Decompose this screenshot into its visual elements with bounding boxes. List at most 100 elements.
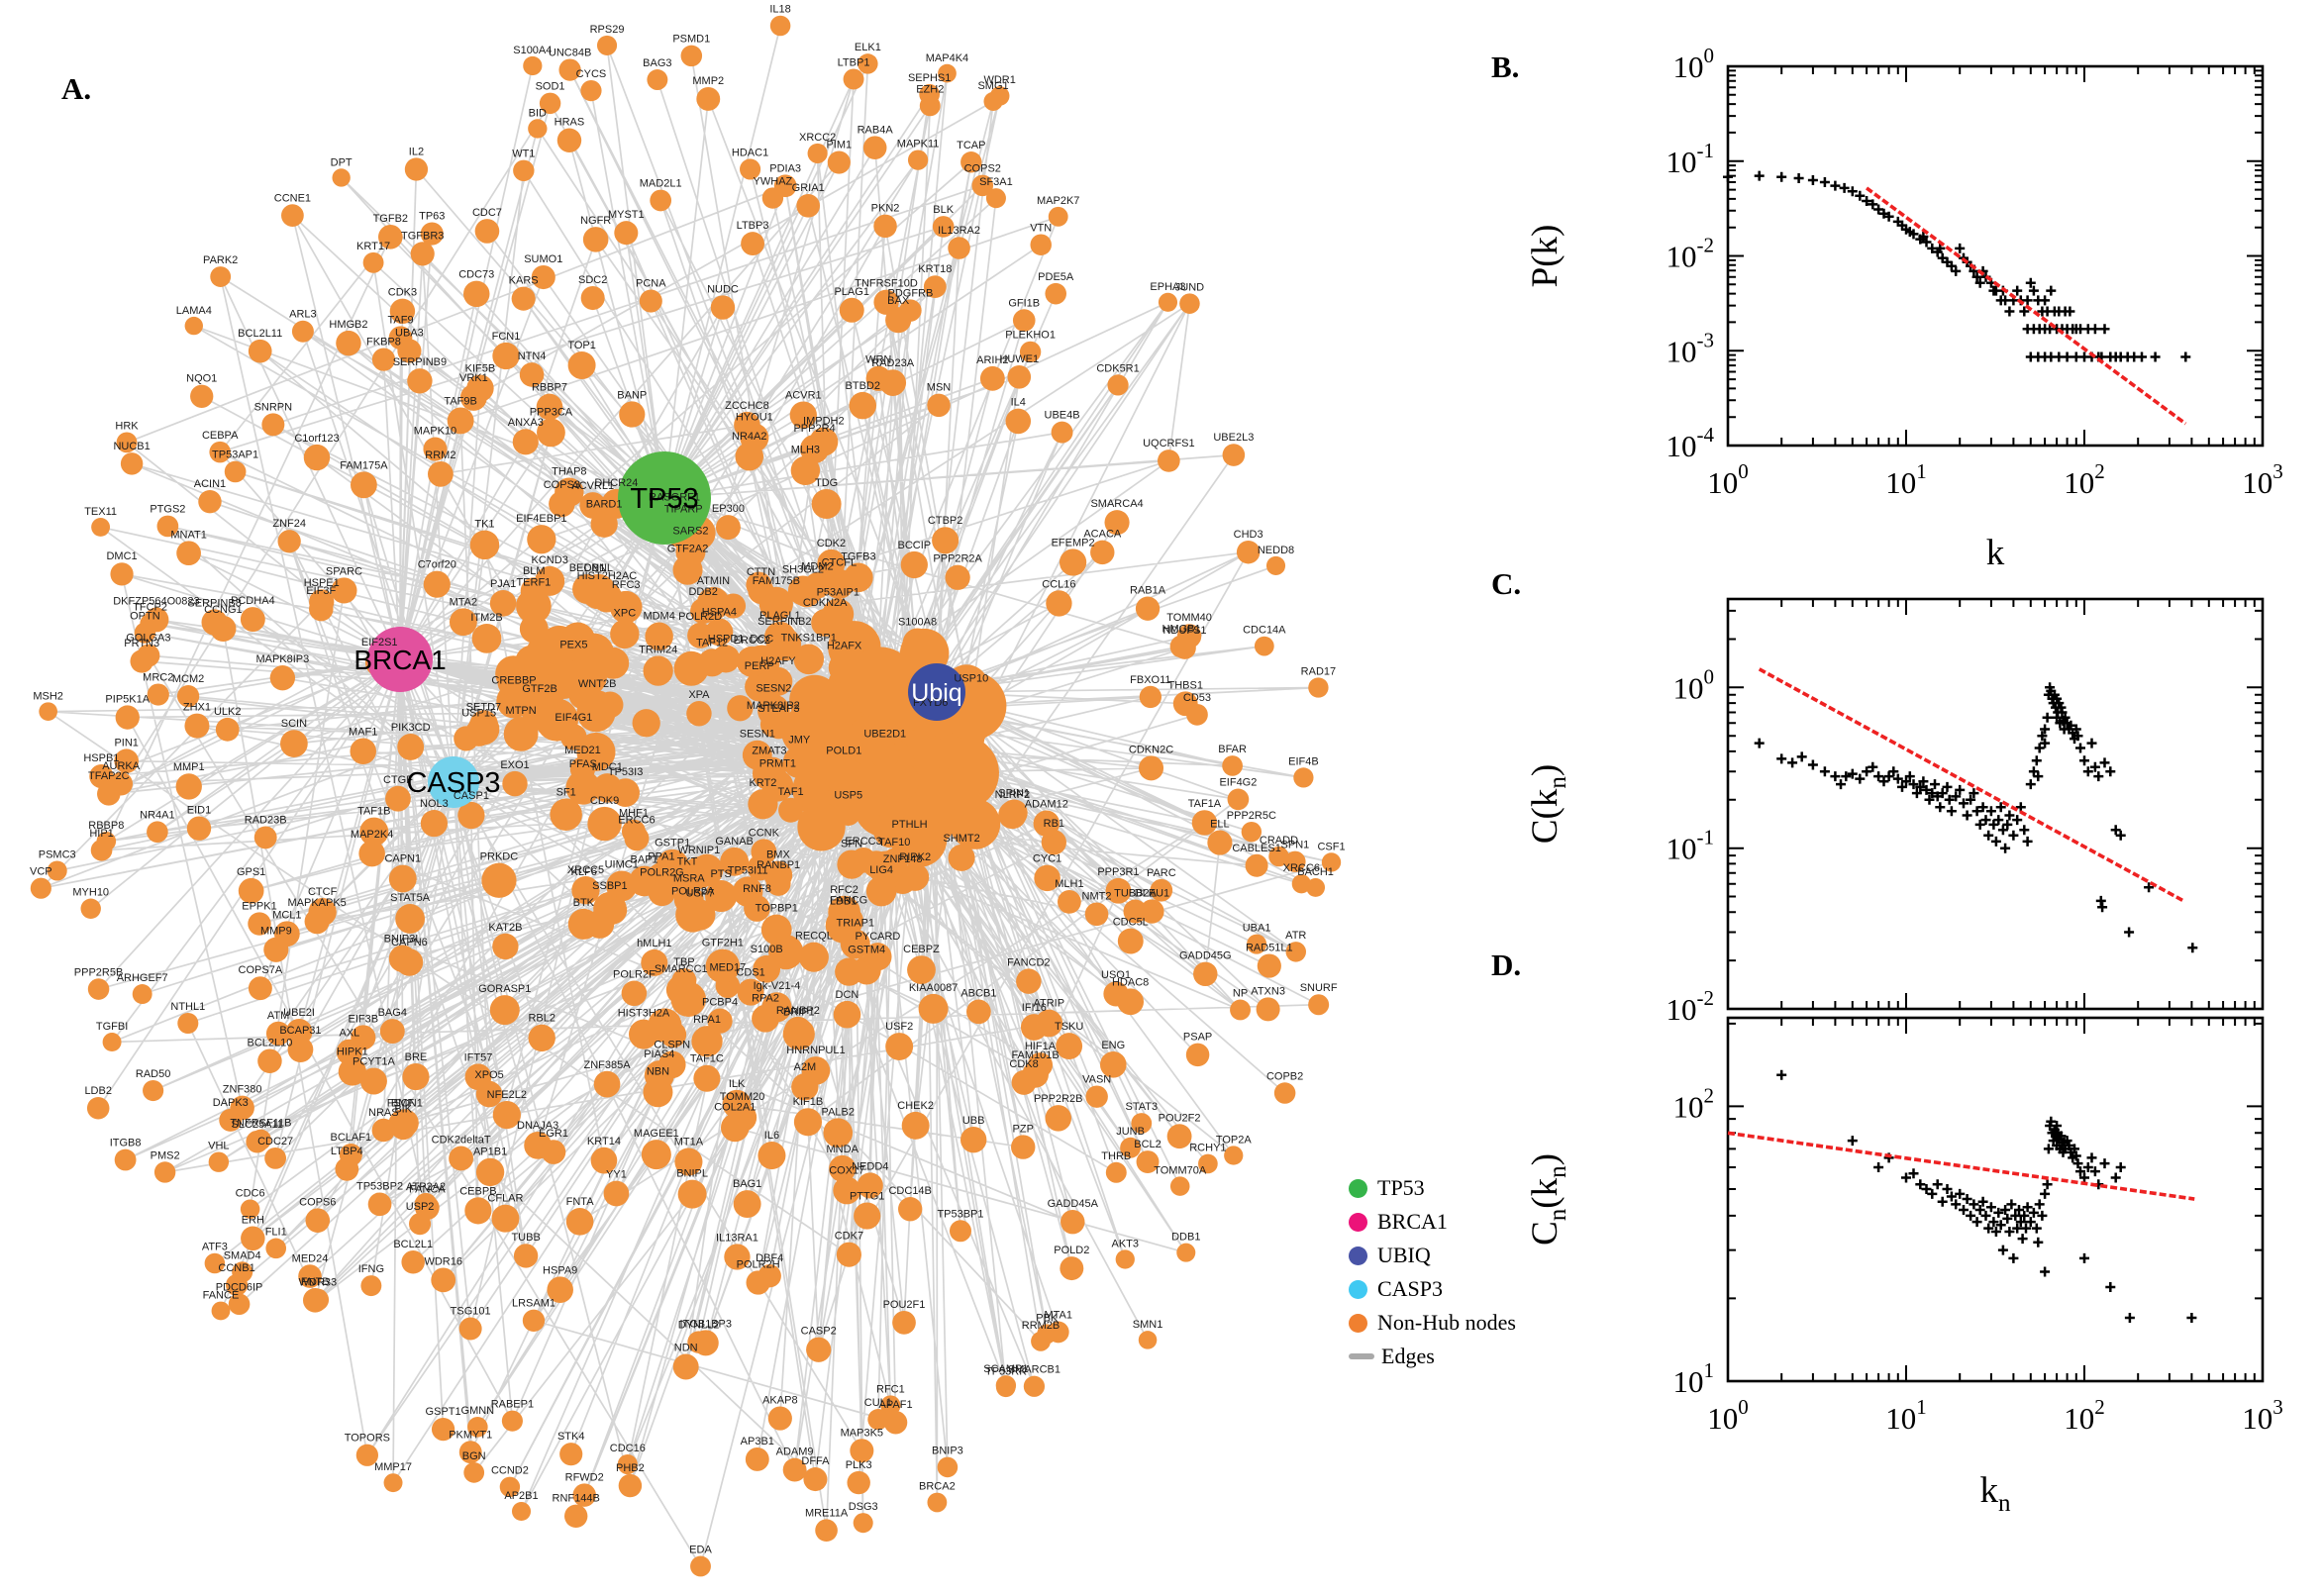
power-law-fit-line (1758, 667, 2184, 903)
svg-text:EIF4G2: EIF4G2 (1219, 777, 1257, 789)
svg-text:PLK3: PLK3 (846, 1459, 872, 1471)
svg-text:CCND2: CCND2 (491, 1465, 529, 1477)
svg-text:PEX5: PEX5 (559, 640, 587, 651)
svg-text:MTA1: MTA1 (1044, 1310, 1072, 1322)
svg-text:YWHAZ: YWHAZ (754, 175, 793, 187)
svg-text:UIMC1: UIMC1 (605, 858, 639, 870)
casp3-node-icon (1349, 1279, 1367, 1299)
svg-text:RPA2: RPA2 (752, 993, 779, 1005)
svg-text:UBB: UBB (962, 1115, 985, 1127)
svg-text:BLM: BLM (523, 565, 546, 577)
legend-label: UBIQ (1377, 1243, 1431, 1267)
svg-text:CTBP2: CTBP2 (928, 515, 962, 527)
legend-item-ubiq: UBIQ (1349, 1239, 1516, 1272)
svg-text:CAPN6: CAPN6 (391, 937, 428, 948)
svg-text:EIF4B: EIF4B (1288, 755, 1319, 767)
svg-text:RAD17: RAD17 (1301, 665, 1336, 677)
svg-text:GORASP1: GORASP1 (478, 983, 531, 995)
svg-text:MHF1: MHF1 (619, 808, 649, 820)
svg-text:MSRA: MSRA (673, 873, 705, 885)
svg-text:FSCN1: FSCN1 (387, 1097, 423, 1109)
svg-text:MAPK8IP3: MAPK8IP3 (255, 653, 309, 665)
svg-text:JMY: JMY (788, 734, 811, 746)
svg-text:BCL2L10: BCL2L10 (247, 1037, 292, 1048)
svg-text:CABLES1: CABLES1 (1232, 843, 1281, 854)
ubiq-node-icon (1349, 1246, 1367, 1265)
svg-text:BNIP3L: BNIP3L (384, 934, 422, 946)
svg-text:PCYT1A: PCYT1A (353, 1055, 395, 1067)
svg-text:BCLAF1: BCLAF1 (331, 1132, 372, 1144)
svg-text:PMS2: PMS2 (151, 1149, 180, 1161)
svg-text:MYH10: MYH10 (72, 887, 109, 899)
svg-text:UBE2D1: UBE2D1 (863, 728, 906, 740)
svg-text:FANCA: FANCA (409, 1183, 446, 1195)
y-tick-label: 10-2 (1666, 234, 1715, 274)
svg-text:IL13RA1: IL13RA1 (716, 1232, 758, 1244)
svg-text:PLEKHO1: PLEKHO1 (1005, 330, 1056, 342)
svg-text:PPP3R1: PPP3R1 (1097, 866, 1139, 878)
svg-text:RANBP2: RANBP2 (776, 1005, 820, 1017)
svg-text:EID1: EID1 (187, 804, 211, 816)
svg-text:C1orf123: C1orf123 (294, 433, 339, 445)
svg-text:KIF5B: KIF5B (465, 362, 496, 374)
svg-text:PCDHA4: PCDHA4 (231, 595, 275, 607)
svg-text:GTF2A2: GTF2A2 (667, 544, 709, 555)
svg-text:TP53RK: TP53RK (985, 1365, 1027, 1377)
svg-text:GADD45A: GADD45A (1048, 1198, 1099, 1210)
svg-text:PSMC3: PSMC3 (39, 848, 76, 860)
svg-text:ATF3: ATF3 (202, 1242, 228, 1253)
svg-text:SARS2: SARS2 (672, 526, 708, 538)
svg-text:USF2: USF2 (885, 1021, 913, 1033)
svg-text:LIG4: LIG4 (869, 864, 893, 876)
svg-text:PPP2R5B: PPP2R5B (74, 966, 124, 978)
svg-text:RRM2: RRM2 (425, 449, 455, 461)
svg-text:KIF1B: KIF1B (793, 1096, 824, 1108)
svg-text:DAPK3: DAPK3 (213, 1097, 249, 1109)
svg-text:PTS: PTS (710, 868, 731, 880)
svg-text:MCM2: MCM2 (172, 673, 204, 685)
svg-text:DDB2: DDB2 (688, 586, 717, 598)
svg-text:PDE5A: PDE5A (1038, 271, 1074, 283)
svg-text:WRNIP1: WRNIP1 (677, 845, 720, 856)
svg-text:CD53: CD53 (1183, 692, 1211, 704)
axis-ticks (1727, 599, 2264, 1010)
svg-text:AXL: AXL (339, 1028, 359, 1040)
y-tick-label: 101 (1673, 1358, 1715, 1399)
svg-text:POU2F2: POU2F2 (1159, 1112, 1201, 1124)
svg-text:HDAC1: HDAC1 (732, 147, 768, 158)
svg-text:NQO1: NQO1 (186, 373, 217, 385)
svg-text:BAG1: BAG1 (733, 1178, 761, 1190)
svg-text:WDR16: WDR16 (424, 1255, 462, 1267)
legend-label: Non-Hub nodes (1377, 1310, 1516, 1335)
svg-text:MDM2: MDM2 (801, 560, 833, 572)
svg-text:BNIPL: BNIPL (676, 1168, 708, 1180)
svg-text:ARHGEF7: ARHGEF7 (117, 972, 168, 984)
x-tick-label: 103 (2242, 1395, 2283, 1436)
svg-text:FNTB: FNTB (301, 1276, 330, 1288)
svg-text:PCNA: PCNA (636, 278, 666, 290)
svg-text:SOD1: SOD1 (536, 81, 565, 93)
svg-text:CDK7: CDK7 (835, 1231, 863, 1243)
svg-text:DBNL: DBNL (584, 562, 613, 574)
svg-text:GRIA1: GRIA1 (792, 182, 825, 194)
y-tick-label: 100 (1673, 664, 1715, 705)
svg-text:CDC14B: CDC14B (888, 1185, 931, 1197)
svg-text:LAMA4: LAMA4 (176, 305, 212, 317)
svg-text:KRT14: KRT14 (587, 1136, 621, 1147)
svg-text:ELL: ELL (1210, 819, 1230, 831)
svg-text:HNRNPUL1: HNRNPUL1 (786, 1045, 845, 1056)
svg-text:VRK1: VRK1 (459, 372, 488, 384)
svg-text:GANAB: GANAB (715, 836, 754, 848)
svg-text:CDK8: CDK8 (1009, 1058, 1038, 1070)
plot-clustering-coefficient: 100 10-1 10-2 C(kn) (1525, 597, 2265, 1027)
svg-text:MSH2: MSH2 (33, 690, 63, 702)
svg-text:PHB2: PHB2 (616, 1462, 645, 1474)
svg-text:MAF1: MAF1 (349, 727, 377, 739)
svg-text:EXO1: EXO1 (500, 759, 529, 771)
svg-text:PERP: PERP (745, 660, 774, 672)
svg-text:BCL2: BCL2 (1134, 1139, 1162, 1150)
svg-text:POU2F1: POU2F1 (883, 1299, 926, 1311)
svg-text:CDC7: CDC7 (472, 207, 502, 219)
svg-text:CCNE1: CCNE1 (274, 192, 311, 204)
svg-text:PPP2R2A: PPP2R2A (933, 553, 982, 565)
